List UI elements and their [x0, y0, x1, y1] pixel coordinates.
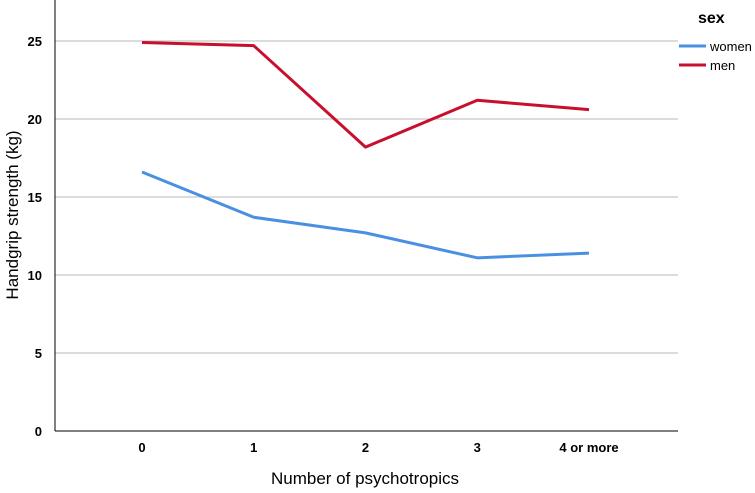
legend-title: sex — [698, 10, 725, 27]
x-tick-label: 4 or more — [559, 440, 618, 455]
series-line-women — [141, 170, 590, 260]
legend: sex women men — [679, 10, 752, 73]
series-line-men — [141, 41, 590, 149]
series-lines — [141, 41, 590, 260]
y-tick-labels: 0 5 10 15 20 25 — [28, 34, 42, 439]
y-tick-label: 10 — [28, 268, 42, 283]
x-tick-label: 1 — [250, 440, 257, 455]
y-tick-label: 15 — [28, 190, 42, 205]
x-tick-label: 3 — [474, 440, 481, 455]
legend-label: men — [710, 58, 735, 73]
x-axis-title: Number of psychotropics — [271, 469, 459, 488]
y-tick-label: 0 — [35, 424, 42, 439]
grid-lines — [55, 40, 678, 354]
y-tick-label: 5 — [35, 346, 42, 361]
y-tick-label: 20 — [28, 112, 42, 127]
y-axis-title: Handgrip strength (kg) — [3, 130, 22, 299]
x-tick-labels: 0 1 2 3 4 or more — [138, 440, 618, 455]
x-tick-label: 0 — [138, 440, 145, 455]
x-tick-label: 2 — [362, 440, 369, 455]
y-tick-label: 25 — [28, 34, 42, 49]
legend-label: women — [709, 39, 752, 54]
